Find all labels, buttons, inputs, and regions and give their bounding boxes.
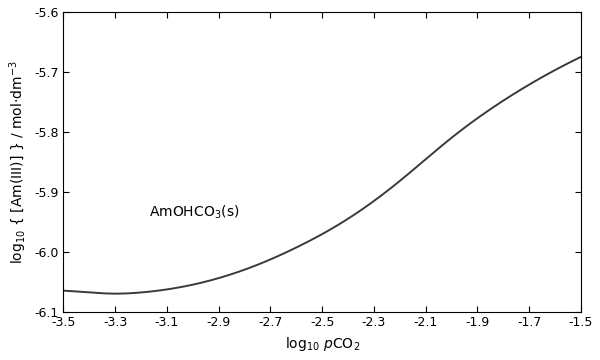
Text: AmOHCO$_{3}$(s): AmOHCO$_{3}$(s) <box>149 204 239 221</box>
Y-axis label: log$_{10}$ { [Am(III)] } / mol·dm$^{-3}$: log$_{10}$ { [Am(III)] } / mol·dm$^{-3}$ <box>7 60 29 264</box>
X-axis label: log$_{10}$ $p$CO$_{2}$: log$_{10}$ $p$CO$_{2}$ <box>284 335 360 353</box>
